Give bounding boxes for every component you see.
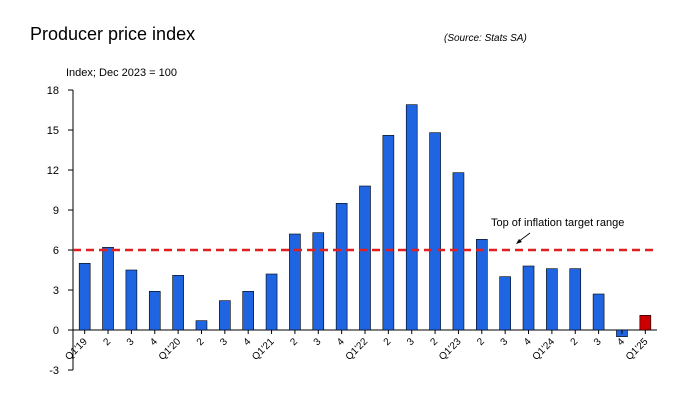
x-tick-label: 4 <box>148 336 160 348</box>
x-tick-label: 3 <box>218 336 230 348</box>
bar <box>335 203 348 331</box>
x-tick-label: Q1'25 <box>624 336 651 363</box>
x-axis-ticks: Q1'19 2 3 4Q1'20 2 3 4Q1'21 2 3 4Q1'22 2 3 2Q1'23 2 3 4… <box>63 330 651 363</box>
x-tick-label: 4 <box>335 336 347 348</box>
y-tick-label: 18 <box>47 85 59 97</box>
bar <box>546 268 558 331</box>
x-tick-label: 4 <box>242 336 254 348</box>
bar <box>522 265 535 331</box>
x-tick-label: 2 <box>382 336 394 348</box>
x-tick-label: 2 <box>195 336 207 348</box>
bar <box>289 233 301 331</box>
y-axis: -3 0 3 6 9 12 15 18 <box>47 85 657 377</box>
x-tick-label: 2 <box>428 336 440 348</box>
x-tick-label: 3 <box>499 336 511 348</box>
x-tick-label: 2 <box>101 336 113 348</box>
bar <box>125 269 138 331</box>
x-tick-label: 3 <box>405 336 417 348</box>
target-annotation-arrowhead <box>516 239 522 244</box>
y-tick-label: 0 <box>53 325 59 337</box>
target-annotation: Top of inflation target range <box>491 217 624 244</box>
bar <box>359 185 371 331</box>
x-tick-label: Q1'21 <box>250 336 277 363</box>
bar <box>102 247 114 331</box>
x-tick-label: 3 <box>592 336 604 348</box>
y-tick-label: -3 <box>49 365 59 377</box>
bar <box>312 232 325 331</box>
x-tick-label: 3 <box>125 336 137 348</box>
x-tick-label: 4 <box>615 336 627 348</box>
chart-source: (Source: Stats SA) <box>444 33 527 44</box>
bar <box>265 273 278 331</box>
bar <box>382 135 395 331</box>
bar-series <box>78 104 652 337</box>
x-tick-label: 2 <box>475 336 487 348</box>
y-tick-label: 15 <box>47 125 59 137</box>
bar <box>195 320 208 331</box>
chart-title: Producer price index <box>30 24 195 44</box>
bar <box>148 291 161 331</box>
bar <box>499 276 511 331</box>
x-tick-label: Q1'20 <box>157 336 184 363</box>
x-tick-label: 2 <box>569 336 581 348</box>
bar <box>405 104 418 331</box>
bar <box>569 268 582 331</box>
bar <box>219 300 231 331</box>
x-tick-label: Q1'23 <box>437 336 464 363</box>
target-annotation-label: Top of inflation target range <box>491 217 624 229</box>
x-tick-label: 3 <box>312 336 324 348</box>
bar <box>78 263 91 331</box>
bar <box>172 275 184 331</box>
bar <box>592 293 605 331</box>
bar <box>475 239 488 331</box>
y-tick-label: 9 <box>53 205 59 217</box>
y-tick-label: 12 <box>47 165 59 177</box>
y-axis-label: Index; Dec 2023 = 100 <box>66 67 177 79</box>
y-tick-label: 3 <box>53 285 59 297</box>
x-tick-label: 2 <box>288 336 300 348</box>
bar <box>242 291 254 331</box>
x-tick-label: Q1'24 <box>531 336 558 363</box>
x-tick-label: Q1'19 <box>63 336 90 363</box>
x-tick-label: 4 <box>522 336 534 348</box>
y-tick-label: 6 <box>53 245 59 257</box>
bar <box>452 172 465 331</box>
bar-highlighted <box>639 315 652 331</box>
x-tick-label: Q1'22 <box>344 336 371 363</box>
bar <box>429 132 441 331</box>
